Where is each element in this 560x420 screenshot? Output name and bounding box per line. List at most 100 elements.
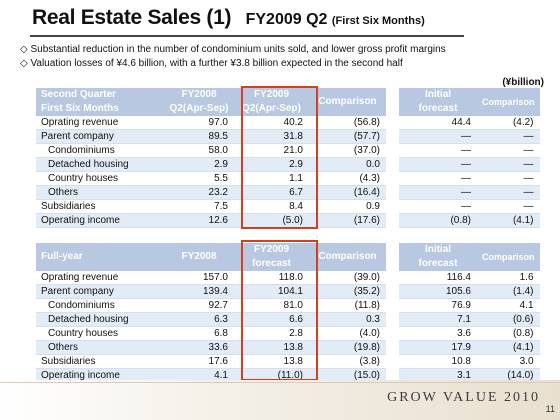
cell-fy2009: 1.1 — [234, 171, 309, 186]
header-col: FY2009 — [234, 88, 309, 102]
row-label: Condominiums — [36, 143, 164, 158]
cell-fy2008: 4.1 — [164, 368, 234, 383]
header-col: forecast — [234, 257, 309, 271]
cell-comparison: (39.0) — [309, 271, 386, 285]
table-body: 116.4 1.6 105.6 (1.4) 76.9 4.1 7.1 (0.6) 3.6 (0.8… — [399, 271, 540, 383]
cell-initial-forecast: 3.6 — [399, 326, 477, 341]
row-label: Parent company — [36, 129, 164, 144]
cell-comparison: (4.0) — [309, 326, 386, 341]
table-row: 3.6 (0.8) — [399, 326, 540, 341]
cell-fy2008: 92.7 — [164, 298, 234, 313]
table-row: 7.1 (0.6) — [399, 312, 540, 327]
cell-fy2009: 104.1 — [234, 284, 309, 299]
table-header-row: First Six Months Q2(Apr-Sep) Q2(Apr-Sep) — [36, 102, 386, 116]
cell-comparison: 0.9 — [309, 199, 386, 214]
cell-initial-forecast: — — [399, 143, 477, 158]
cell-initial-forecast: — — [399, 185, 477, 200]
table-header-row: Second Quarter FY2008 FY2009 Comparison — [36, 88, 386, 116]
header-col: Comparison — [309, 88, 386, 116]
table-row: 10.8 3.0 — [399, 354, 540, 369]
cell-fy2009: 13.8 — [234, 340, 309, 355]
cell-forecast-comparison: — — [477, 171, 540, 186]
table-row: 116.4 1.6 — [399, 271, 540, 285]
row-label: Subsidiaries — [36, 199, 164, 214]
cell-comparison: 0.0 — [309, 157, 386, 172]
cell-comparison: (15.0) — [309, 368, 386, 383]
header-col: forecast — [399, 257, 477, 271]
table-row: Condominiums 58.0 21.0 (37.0) — [36, 143, 386, 158]
cell-initial-forecast: 76.9 — [399, 298, 477, 313]
row-label: Country houses — [36, 171, 164, 186]
cell-fy2009: 118.0 — [234, 271, 309, 285]
cell-forecast-comparison: — — [477, 185, 540, 200]
table-row: Others 33.6 13.8 (19.8) — [36, 340, 386, 355]
h1-forecast-table: Initial Comparison forecast 44.4 (4.2) — — —… — [399, 88, 540, 228]
table-row: Oprating revenue 97.0 40.2 (56.8) — [36, 116, 386, 130]
table-row: Condominiums 92.7 81.0 (11.8) — [36, 298, 386, 313]
cell-forecast-comparison: — — [477, 129, 540, 144]
cell-forecast-comparison: (1.4) — [477, 284, 540, 299]
cell-comparison: (4.3) — [309, 171, 386, 186]
cell-initial-forecast: (0.8) — [399, 213, 477, 228]
table-header-row: Initial Comparison — [399, 243, 540, 271]
cell-fy2008: 139.4 — [164, 284, 234, 299]
cell-forecast-comparison: (14.0) — [477, 368, 540, 383]
table-header-row: forecast — [36, 257, 386, 271]
cell-comparison: (17.6) — [309, 213, 386, 228]
title-underline — [30, 35, 464, 37]
table-body: 44.4 (4.2) — — — — — — — — — — — — (0.8) (4.1) — [399, 116, 540, 228]
table-row: Country houses 5.5 1.1 (4.3) — [36, 171, 386, 186]
cell-initial-forecast: 105.6 — [399, 284, 477, 299]
table-header-row: Full-year FY2008 FY2009 Comparison — [36, 243, 386, 271]
cell-comparison: 0.3 — [309, 312, 386, 327]
cell-initial-forecast: — — [399, 129, 477, 144]
bullet-item: ◇ Valuation losses of ¥4.6 billion, with… — [20, 57, 403, 69]
table-row: — — — [399, 171, 540, 186]
title-period: FY2009 Q2 — [245, 11, 328, 28]
cell-fy2008: 97.0 — [164, 116, 234, 130]
cell-comparison: (37.0) — [309, 143, 386, 158]
table-row: Detached housing 2.9 2.9 0.0 — [36, 157, 386, 172]
table-header-row: forecast — [399, 102, 540, 116]
cell-forecast-comparison: (0.6) — [477, 312, 540, 327]
header-label: Second Quarter — [36, 88, 164, 102]
table-row: Oprating revenue 157.0 118.0 (39.0) — [36, 271, 386, 285]
cell-fy2008: 6.3 — [164, 312, 234, 327]
table-row: Parent company 89.5 31.8 (57.7) — [36, 129, 386, 144]
table-body: Oprating revenue 97.0 40.2 (56.8) Parent com… — [36, 116, 386, 228]
cell-forecast-comparison: (4.1) — [477, 213, 540, 228]
table-row: Detached housing 6.3 6.6 0.3 — [36, 312, 386, 327]
cell-comparison: (19.8) — [309, 340, 386, 355]
header-col: Initial — [399, 88, 477, 102]
table-row: Subsidiaries 17.6 13.8 (3.8) — [36, 354, 386, 369]
cell-forecast-comparison: — — [477, 143, 540, 158]
row-label: Condominiums — [36, 298, 164, 313]
row-label: Detached housing — [36, 312, 164, 327]
h1-results-table: Second Quarter FY2008 FY2009 Comparison … — [36, 88, 386, 228]
table-row: Operating income 12.6 (5.0) (17.6) — [36, 213, 386, 228]
cell-initial-forecast: 10.8 — [399, 354, 477, 369]
title-main: Real Estate Sales (1) — [32, 6, 232, 29]
cell-fy2008: 89.5 — [164, 129, 234, 144]
footer-band — [0, 380, 560, 420]
row-label: Country houses — [36, 326, 164, 341]
row-label: Operating income — [36, 368, 164, 383]
cell-fy2009: 31.8 — [234, 129, 309, 144]
row-label: Subsidiaries — [36, 354, 164, 369]
table-row: Parent company 139.4 104.1 (35.2) — [36, 284, 386, 299]
header-col: Q2(Apr-Sep) — [164, 102, 234, 116]
cell-comparison: (57.7) — [309, 129, 386, 144]
header-label: First Six Months — [36, 102, 164, 116]
cell-initial-forecast: — — [399, 157, 477, 172]
cell-initial-forecast: — — [399, 199, 477, 214]
table-row: 76.9 4.1 — [399, 298, 540, 313]
cell-fy2008: 23.2 — [164, 185, 234, 200]
cell-initial-forecast: 44.4 — [399, 116, 477, 130]
cell-initial-forecast: 7.1 — [399, 312, 477, 327]
cell-forecast-comparison: 3.0 — [477, 354, 540, 369]
cell-forecast-comparison: — — [477, 199, 540, 214]
bullet-item: ◇ Substantial reduction in the number of… — [20, 44, 446, 55]
header-col: FY2008 — [164, 243, 234, 271]
row-label: Detached housing — [36, 157, 164, 172]
cell-forecast-comparison: (4.1) — [477, 340, 540, 355]
